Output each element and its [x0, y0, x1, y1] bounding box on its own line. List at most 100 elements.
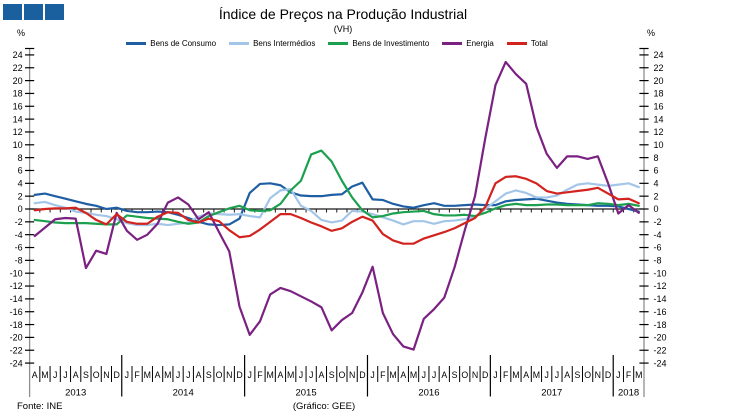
- x-axis-month-label: O: [461, 370, 468, 380]
- x-axis-month-label: S: [329, 370, 335, 380]
- x-axis-month-label: O: [216, 370, 223, 380]
- x-axis-month-label: A: [32, 370, 38, 380]
- x-axis-month-label: A: [155, 370, 161, 380]
- source-note: Fonte: INE: [17, 401, 63, 412]
- x-axis-month-label: D: [236, 370, 242, 380]
- x-axis-month-label: S: [206, 370, 212, 380]
- series-line-total: [33, 175, 640, 245]
- x-axis-month-label: A: [318, 370, 324, 380]
- x-axis-month-label: J: [176, 370, 180, 380]
- y-axis-unit-left: %: [17, 28, 26, 38]
- y-axis-tick-label: 16: [654, 101, 664, 111]
- y-axis-tick-label: -6: [654, 243, 662, 253]
- x-axis-month-label: F: [626, 370, 632, 380]
- x-axis-month-label: J: [63, 370, 67, 380]
- x-axis-month-label: S: [574, 370, 580, 380]
- legend-item-bens-interm-dios: Bens Intermédios: [229, 39, 315, 48]
- chart-title: Índice de Preços na Produção Industrial: [218, 6, 468, 22]
- legend-label: Total: [530, 39, 548, 48]
- y-axis-tick-label: 24: [654, 50, 664, 60]
- x-axis-year-label: 2013: [65, 388, 86, 399]
- credit-note: (Gráfico: GEE): [292, 401, 356, 412]
- y-axis-tick-label: 8: [18, 153, 23, 163]
- y-axis-tick-label: 10: [13, 140, 23, 150]
- y-axis-tick-label: 0: [18, 204, 23, 214]
- y-axis-tick-label: -6: [15, 243, 23, 253]
- y-axis-tick-label: 8: [654, 153, 659, 163]
- y-axis-tick-label: -20: [10, 333, 23, 343]
- x-axis-month-label: O: [93, 370, 100, 380]
- x-axis-month-label: N: [226, 370, 232, 380]
- y-axis-tick-label: -10: [654, 268, 667, 278]
- y-axis-tick-label: -12: [10, 281, 23, 291]
- series-line-bens-interm-dios: [33, 182, 640, 227]
- x-axis-month-label: J: [493, 370, 497, 380]
- y-axis-tick-label: 6: [18, 166, 23, 176]
- x-axis-month-label: N: [349, 370, 355, 380]
- y-axis-tick-label: 18: [13, 89, 23, 99]
- y-axis-tick-label: 22: [13, 63, 23, 73]
- x-axis-month-label: J: [422, 370, 426, 380]
- x-axis-month-label: D: [605, 370, 611, 380]
- y-axis-tick-label: -4: [654, 230, 662, 240]
- y-axis-tick-label: 12: [654, 127, 664, 137]
- y-axis-tick-label: -24: [654, 358, 667, 368]
- legend-line-swatch-icon: [126, 42, 147, 45]
- series-line-bens-de-investimento: [33, 149, 640, 226]
- x-axis-month-label: M: [512, 370, 519, 380]
- legend-item-energia: Energia: [442, 39, 494, 48]
- y-axis-tick-label: 22: [654, 63, 664, 73]
- legend-item-bens-de-consumo: Bens de Consumo: [126, 39, 216, 48]
- y-axis-tick-label: -12: [654, 281, 667, 291]
- x-axis-month-label: A: [523, 370, 529, 380]
- logo-square-icon: [24, 4, 43, 20]
- y-axis-tick-label: -8: [654, 256, 662, 266]
- x-axis-year-label: 2014: [173, 388, 194, 399]
- y-axis-tick-label: -14: [10, 294, 23, 304]
- y-axis-tick-label: 4: [654, 179, 659, 189]
- x-axis-month-label: M: [267, 370, 274, 380]
- x-axis-month-label: M: [389, 370, 396, 380]
- legend-line-swatch-icon: [328, 42, 349, 45]
- y-axis-tick-label: 12: [13, 127, 23, 137]
- x-axis-month-label: N: [595, 370, 601, 380]
- y-axis-tick-label: 14: [13, 114, 23, 124]
- x-axis-month-label: J: [432, 370, 436, 380]
- y-axis-tick-label: -22: [654, 345, 667, 355]
- x-axis-month-label: M: [635, 370, 642, 380]
- x-axis-month-label: M: [144, 370, 151, 380]
- x-axis-month-label: F: [257, 370, 263, 380]
- x-axis-month-label: A: [196, 370, 202, 380]
- y-axis-tick-label: -20: [654, 333, 667, 343]
- y-axis-tick-label: 18: [654, 89, 664, 99]
- x-axis-month-label: J: [125, 370, 129, 380]
- y-axis-tick-label: 4: [18, 179, 23, 189]
- x-axis-month-label: A: [73, 370, 79, 380]
- x-axis-month-label: M: [287, 370, 294, 380]
- y-axis-tick-label: 14: [654, 114, 664, 124]
- chart-subtitle: (VH): [333, 24, 353, 34]
- legend-line-swatch-icon: [442, 42, 463, 45]
- y-axis-tick-label: 0: [654, 204, 659, 214]
- x-axis-month-label: F: [503, 370, 509, 380]
- y-axis-tick-label: -16: [10, 307, 23, 317]
- x-axis-month-label: S: [83, 370, 89, 380]
- y-axis-tick-label: 10: [654, 140, 664, 150]
- x-axis-month-label: M: [164, 370, 171, 380]
- x-axis-month-label: M: [410, 370, 417, 380]
- legend-label: Bens Intermédios: [253, 39, 316, 48]
- x-axis-month-label: A: [278, 370, 284, 380]
- x-axis-month-label: J: [186, 370, 190, 380]
- y-axis-tick-label: -18: [654, 320, 667, 330]
- x-axis-month-label: F: [380, 370, 386, 380]
- y-axis-tick-label: 20: [654, 76, 664, 86]
- y-axis-tick-label: -2: [654, 217, 662, 227]
- chart-legend: Bens de Consumo Bens Intermédios Bens de I…: [30, 39, 644, 48]
- y-axis-unit-right: %: [647, 28, 656, 38]
- y-axis-tick-label: -16: [654, 307, 667, 317]
- y-axis-tick-label: -4: [15, 230, 23, 240]
- y-axis-tick-label: -22: [10, 345, 23, 355]
- y-axis-tick-label: -2: [15, 217, 23, 227]
